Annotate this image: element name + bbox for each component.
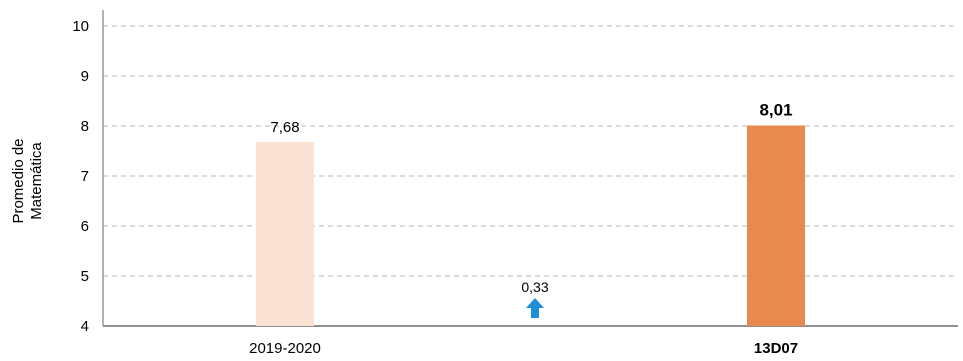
difference-indicator: 0,33 — [521, 279, 549, 318]
arrow-up-icon — [526, 298, 544, 318]
y-tick-label: 7 — [81, 168, 89, 185]
y-tick-label: 4 — [81, 318, 89, 335]
y-axis-label-line-1: Promedio de — [10, 138, 27, 223]
difference-label: 0,33 — [521, 279, 548, 295]
y-tick-label: 8 — [81, 118, 89, 135]
gridlines — [103, 25, 958, 277]
x-tick-label: 2019-2020 — [249, 340, 321, 357]
bar — [747, 125, 805, 326]
y-tick-label: 5 — [81, 268, 89, 285]
y-axis-label: Promedio de Matemática — [10, 138, 45, 223]
y-tick-label: 10 — [72, 18, 89, 35]
y-tick-label: 6 — [81, 218, 89, 235]
data-label: 7,68 — [270, 119, 299, 136]
y-tick-label: 9 — [81, 68, 89, 85]
y-tick-labels: 4 5 6 7 8 9 10 — [72, 18, 89, 335]
x-tick-label: 13D07 — [754, 340, 798, 357]
data-label: 8,01 — [759, 101, 792, 120]
bars: 7,68 2019-2020 8,01 13D07 — [249, 101, 805, 357]
y-axis-label-line-2: Matemática — [28, 142, 45, 220]
axes — [102, 10, 958, 327]
bar — [256, 142, 314, 326]
